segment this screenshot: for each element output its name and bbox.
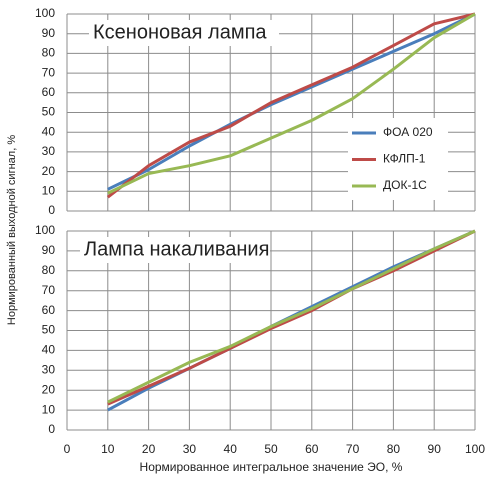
legend-label: КФЛП-1 <box>383 152 426 166</box>
y-tick-label: 10 <box>42 402 56 416</box>
y-tick-label: 80 <box>42 263 56 277</box>
y-tick-label: 50 <box>42 323 56 337</box>
title-bg <box>89 20 279 46</box>
y-tick-label: 0 <box>48 203 55 217</box>
y-axis-label: Нормированный выходной сигнал, % <box>6 135 18 325</box>
x-tick-label: 10 <box>101 442 115 456</box>
y-tick-label: 30 <box>42 144 56 158</box>
y-tick-label: 100 <box>35 223 55 237</box>
x-tick-label: 30 <box>183 442 197 456</box>
title-bg <box>80 237 270 263</box>
y-tick-label: 0 <box>48 422 55 436</box>
y-tick-label: 20 <box>42 382 56 396</box>
y-tick-label: 60 <box>42 303 56 317</box>
x-tick-label: 0 <box>64 442 71 456</box>
y-tick-label: 10 <box>42 183 56 197</box>
series-line <box>107 229 476 406</box>
y-tick-label: 40 <box>42 343 56 357</box>
y-tick-label: 100 <box>35 6 55 20</box>
y-tick-label: 90 <box>42 243 56 257</box>
legend-label: ФОА 020 <box>383 125 433 139</box>
y-tick-label: 60 <box>42 85 56 99</box>
panel-title: Ксеноновая лампа <box>93 21 267 43</box>
x-tick-label: 20 <box>142 442 156 456</box>
y-tick-label: 70 <box>42 283 56 297</box>
x-tick-label: 50 <box>264 442 278 456</box>
y-tick-label: 70 <box>42 65 56 79</box>
y-tick-label: 30 <box>42 362 56 376</box>
legend-label: ДОК-1С <box>383 178 427 192</box>
y-tick-label: 20 <box>42 164 56 178</box>
x-tick-label: 70 <box>346 442 360 456</box>
y-tick-label: 40 <box>42 124 56 138</box>
x-tick-label: 80 <box>387 442 401 456</box>
series-line <box>107 229 476 404</box>
y-tick-label: 90 <box>42 26 56 40</box>
x-tick-label: 60 <box>305 442 319 456</box>
panel-title: Лампа накаливания <box>84 238 269 260</box>
series-line <box>106 12 476 199</box>
y-tick-label: 50 <box>42 105 56 119</box>
x-tick-label: 90 <box>428 442 442 456</box>
x-axis-label: Нормированное интегральное значение ЭО, … <box>140 460 403 474</box>
x-tick-label: 40 <box>224 442 238 456</box>
x-tick-label: 100 <box>465 442 485 456</box>
y-tick-label: 80 <box>42 46 56 60</box>
series-line <box>107 12 476 195</box>
series-line <box>107 12 476 191</box>
